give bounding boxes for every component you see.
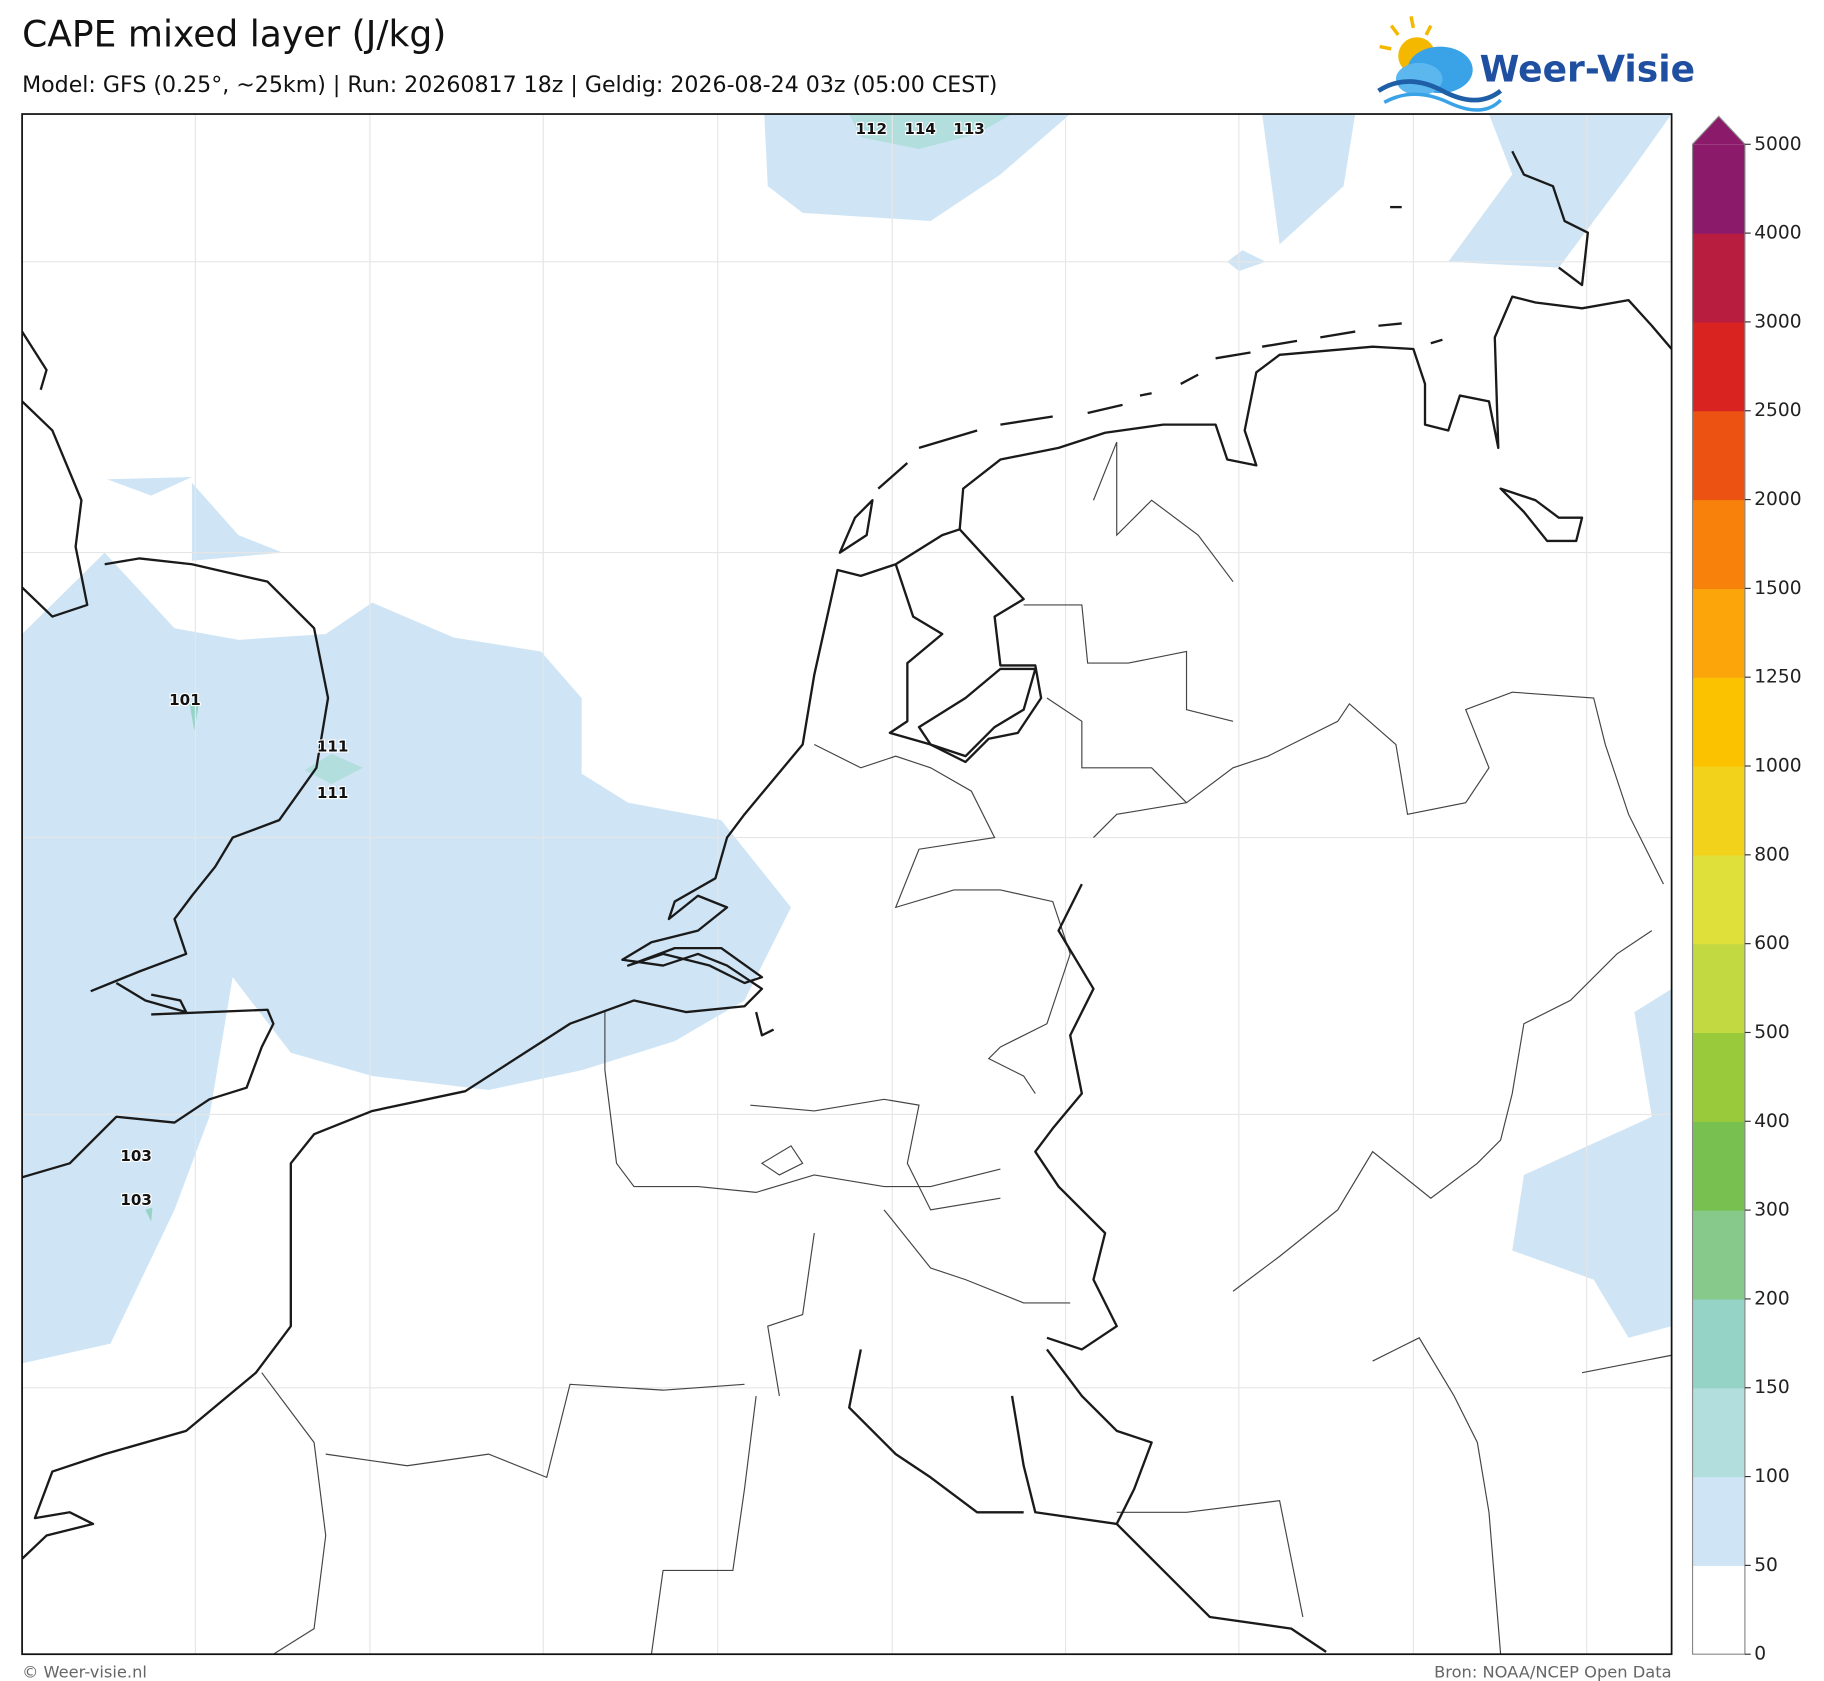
colorbar-tick-label: 2500 <box>1754 400 1801 421</box>
map-value-label: 113 <box>953 120 985 138</box>
colorbar-tick-label: 0 <box>1754 1644 1766 1665</box>
colorbar-band <box>1692 1476 1745 1566</box>
colorbar-band <box>1692 766 1745 856</box>
colorbar-band <box>1692 1565 1745 1655</box>
colorbar-band <box>1692 1298 1745 1389</box>
colorbar-band <box>1692 1387 1745 1478</box>
footer-right: Bron: NOAA/NCEP Open Data <box>1434 1662 1672 1681</box>
colorbar-tick-label: 800 <box>1754 844 1790 865</box>
colorbar-tick-label: 300 <box>1754 1200 1790 1221</box>
colorbar-band <box>1692 144 1745 234</box>
map-value-label: 112 <box>856 120 888 138</box>
colorbar-tick-label: 600 <box>1754 933 1790 954</box>
map-value-label: 114 <box>904 120 936 138</box>
colorbar-tick-label: 1250 <box>1754 667 1801 688</box>
colorbar-outline <box>1691 115 1746 1655</box>
colorbar-tick-label: 2000 <box>1754 489 1801 510</box>
colorbar-tick-label: 400 <box>1754 1111 1790 1132</box>
colorbar-band <box>1692 854 1745 945</box>
colorbar-band <box>1692 677 1745 767</box>
colorbar-tick-label: 5000 <box>1754 134 1801 155</box>
colorbar-tick-label: 200 <box>1754 1288 1790 1309</box>
colorbar-band <box>1692 499 1745 589</box>
colorbar-band <box>1692 1121 1745 1211</box>
colorbar-band <box>1692 1210 1745 1300</box>
colorbar-tick-label: 1000 <box>1754 756 1801 777</box>
colorbar-tick-label: 50 <box>1754 1555 1778 1576</box>
footer-left: © Weer-visie.nl <box>22 1662 147 1681</box>
colorbar-band <box>1692 588 1745 678</box>
map-frame <box>21 113 1673 1656</box>
map-value-label: 111 <box>317 738 349 756</box>
map: 112 114 113 101 111 111 103 103 <box>22 114 1672 1655</box>
colorbar-tick-label: 150 <box>1754 1377 1790 1398</box>
map-value-label: 103 <box>120 1191 152 1209</box>
colorbar-tick-label: 3000 <box>1754 311 1801 332</box>
colorbar-tick-label: 1500 <box>1754 578 1801 599</box>
colorbar-band <box>1692 1032 1745 1122</box>
colorbar-extend <box>1692 116 1745 145</box>
title: CAPE mixed layer (J/kg) <box>22 14 446 56</box>
logo: Weer-Visie <box>1377 15 1695 112</box>
map-value-label: 101 <box>169 691 201 709</box>
colorbar: 0 50 100 150 200 300 400 500 600 800 1000 1250 1500 2… <box>1691 115 1802 1665</box>
subtitle: Model: GFS (0.25°, ~25km) | Run: 2026081… <box>22 72 997 98</box>
colorbar-band <box>1692 233 1745 323</box>
colorbar-band <box>1692 321 1745 412</box>
map-value-label: 111 <box>317 784 349 802</box>
map-value-label: 103 <box>120 1147 152 1165</box>
logo-text: Weer-Visie <box>1480 48 1695 90</box>
colorbar-band <box>1692 410 1745 501</box>
colorbar-tick-label: 500 <box>1754 1022 1790 1043</box>
colorbar-tick-label: 100 <box>1754 1466 1790 1487</box>
colorbar-band <box>1692 943 1745 1034</box>
colorbar-tick-label: 4000 <box>1754 223 1801 244</box>
